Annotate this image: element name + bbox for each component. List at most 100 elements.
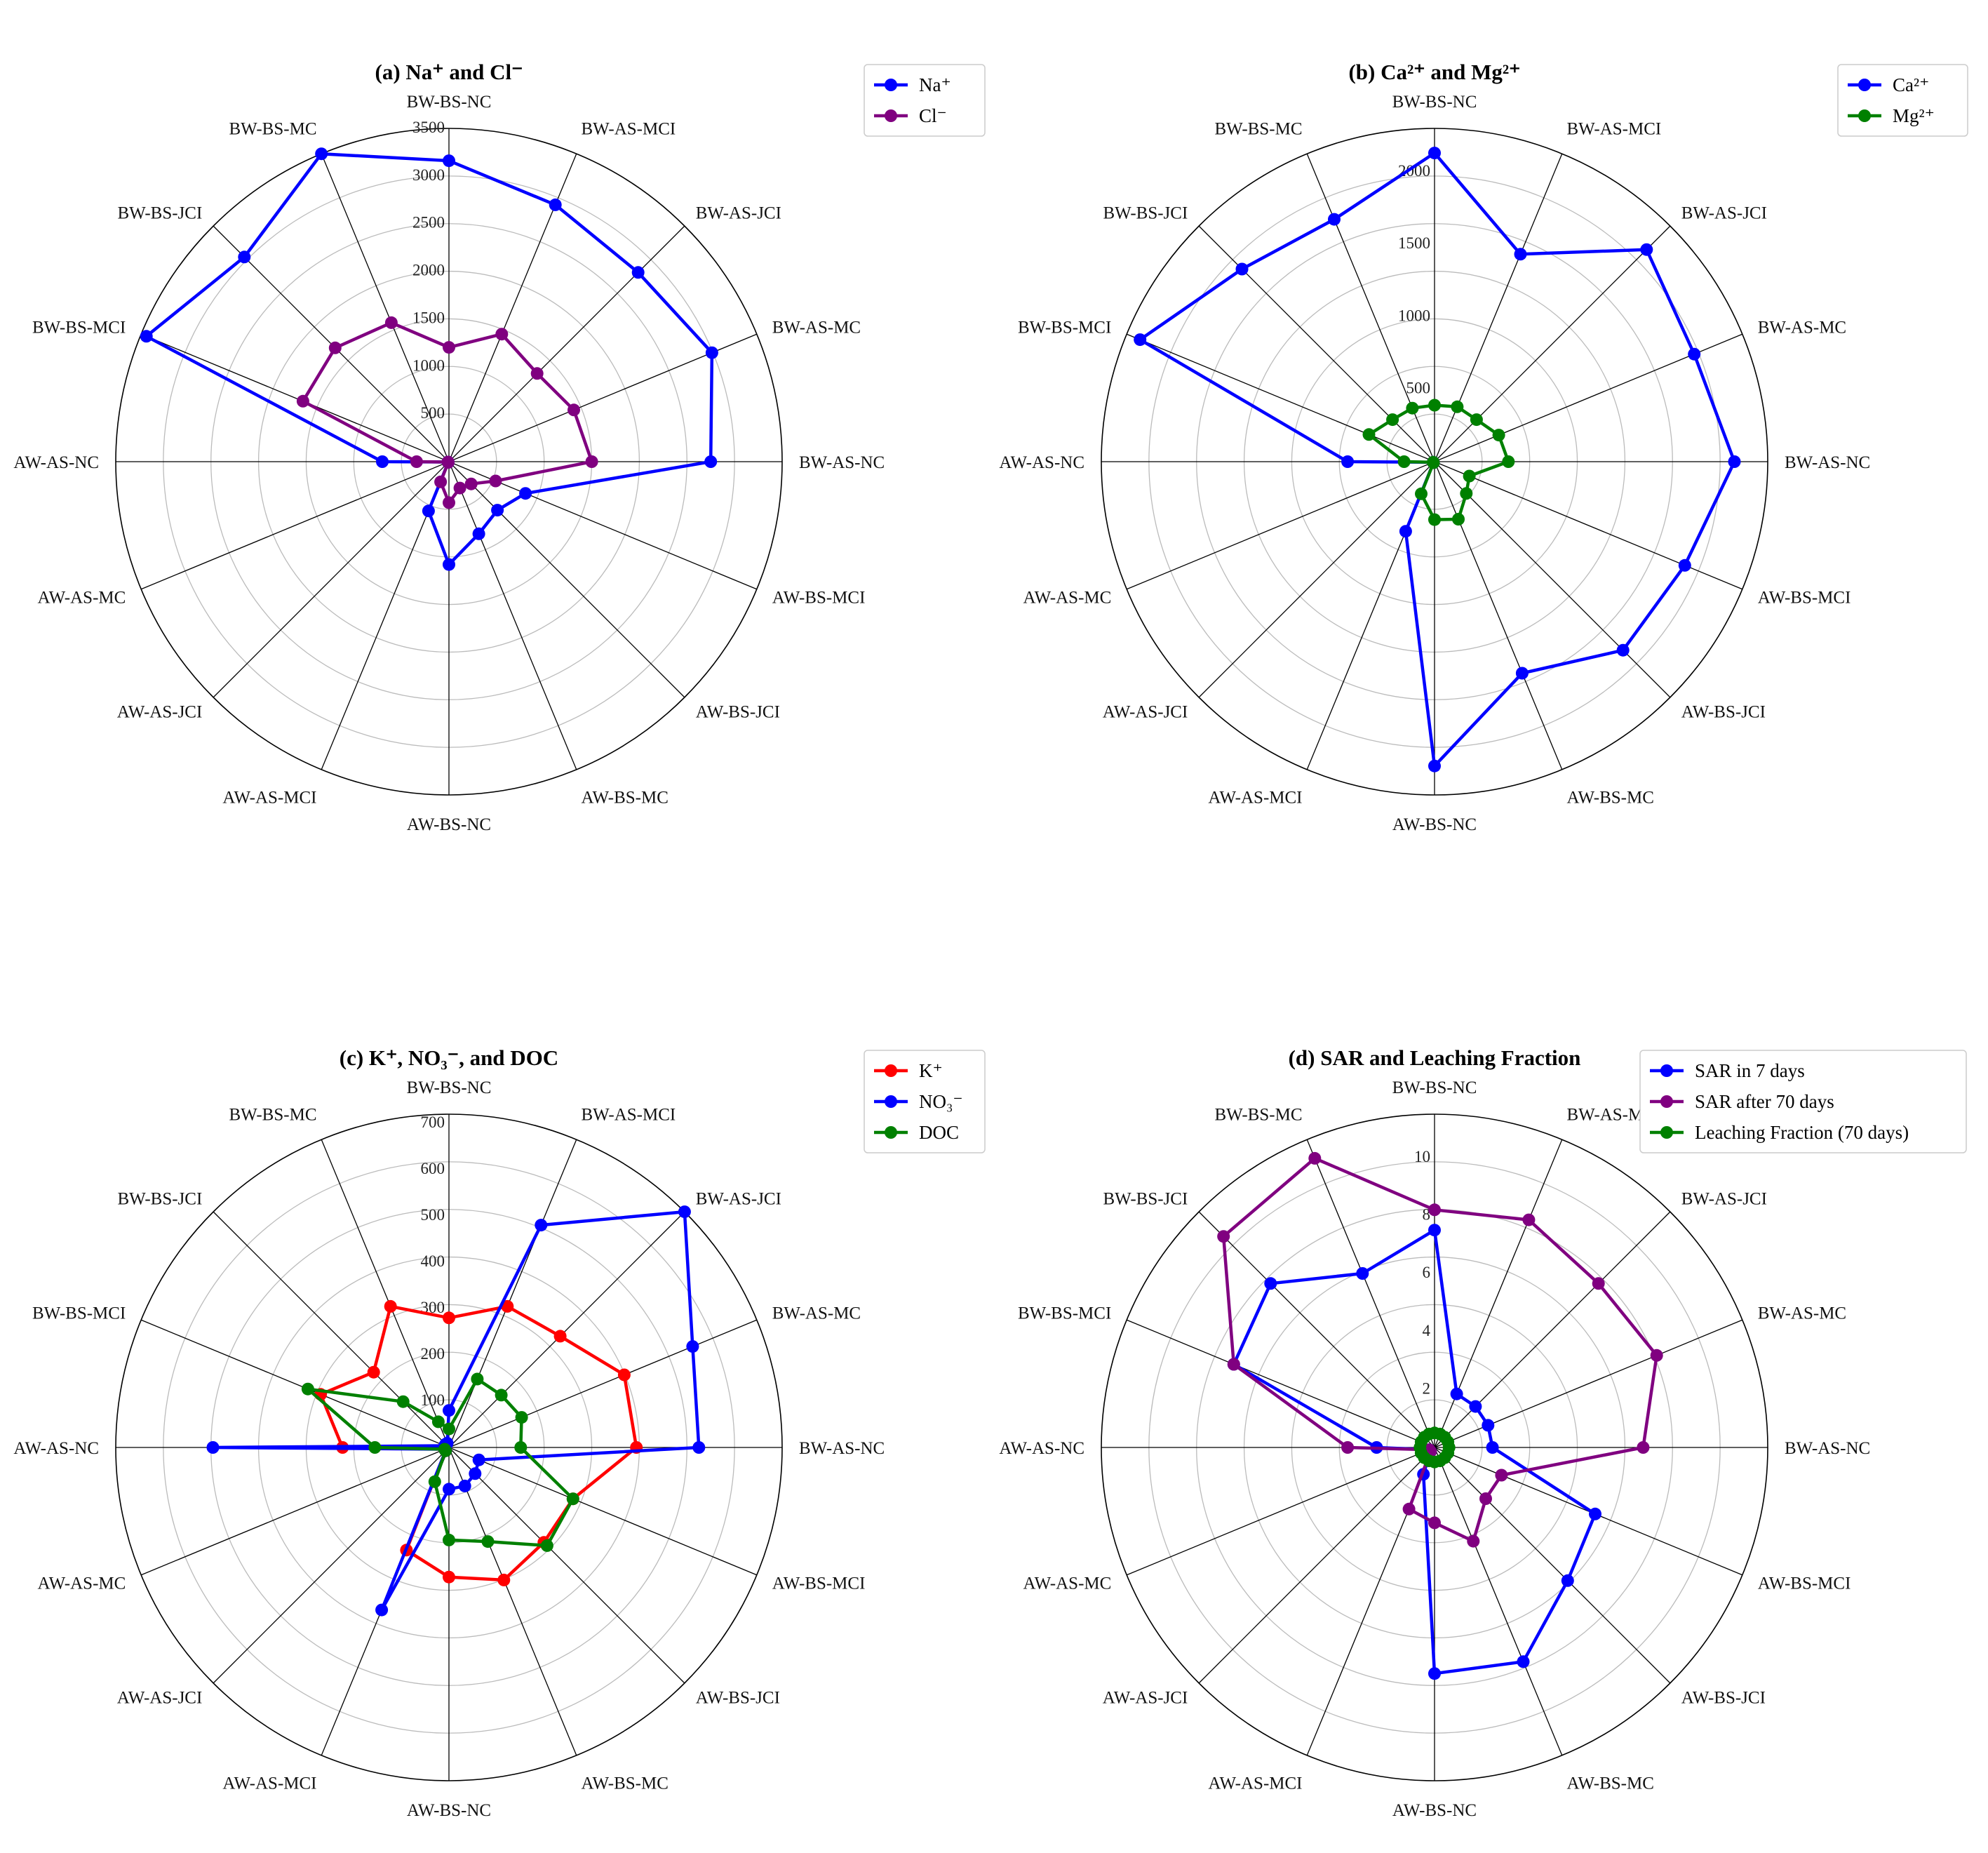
legend-marker (1660, 1126, 1673, 1139)
spoke-line (213, 1211, 450, 1448)
data-point (1362, 428, 1376, 441)
data-point (705, 346, 718, 359)
data-point (1450, 1387, 1463, 1400)
category-label: BW-AS-NC (1785, 453, 1870, 472)
data-point (515, 1411, 528, 1424)
category-label: BW-BS-MCI (1018, 1304, 1111, 1323)
category-label: AW-BS-JCI (696, 703, 780, 722)
panel-title: (b) Ca²⁺ and Mg²⁺ (1348, 60, 1520, 84)
category-label: BW-AS-JCI (696, 1189, 781, 1208)
category-label: BW-AS-MC (772, 1304, 861, 1323)
category-label: AW-AS-MC (38, 589, 126, 608)
data-point (1427, 455, 1440, 469)
category-label: BW-AS-NC (799, 1439, 885, 1458)
radial-tick-label: 1500 (1398, 234, 1430, 252)
data-point (458, 1479, 471, 1492)
category-label: BW-AS-MCI (582, 119, 676, 138)
category-label: AW-AS-JCI (1103, 703, 1188, 722)
legend-label: SAR in 7 days (1695, 1060, 1805, 1081)
data-point (566, 1492, 579, 1506)
spoke-line (140, 1447, 450, 1576)
radial-tick-label: 400 (421, 1252, 445, 1270)
spoke-line (448, 1447, 758, 1576)
data-point (1428, 1203, 1441, 1217)
data-point (1637, 1441, 1650, 1454)
legend-label: Ca²⁺ (1893, 74, 1929, 95)
spoke-line (1434, 1139, 1563, 1448)
data-point (431, 1415, 445, 1429)
data-point (1469, 1400, 1482, 1413)
data-point (1650, 1349, 1663, 1362)
data-point (704, 455, 718, 468)
spoke-line (448, 333, 758, 462)
data-point (540, 1539, 553, 1552)
data-point (1328, 213, 1341, 226)
category-label: AW-AS-MCI (1208, 1774, 1302, 1793)
data-point (443, 1311, 455, 1325)
category-label: AW-BS-NC (407, 815, 491, 834)
data-point (1428, 759, 1441, 772)
category-label: BW-AS-JCI (1681, 1189, 1767, 1208)
category-label: BW-AS-NC (799, 453, 885, 472)
category-label: BW-BS-MCI (1018, 319, 1111, 337)
data-point (472, 1453, 485, 1466)
data-point (535, 1219, 548, 1232)
spoke-line (1434, 225, 1671, 462)
data-point (1264, 1277, 1277, 1290)
legend-label: SAR after 70 days (1695, 1091, 1834, 1112)
data-point (1495, 1469, 1508, 1482)
legend-label: Cl⁻ (919, 105, 947, 126)
data-point (1341, 1441, 1355, 1454)
category-label: AW-AS-JCI (117, 1689, 203, 1708)
panel-title: (d) SAR and Leaching Fraction (1289, 1045, 1581, 1070)
legend-marker (1858, 109, 1871, 122)
data-point (410, 455, 423, 468)
data-point (453, 481, 466, 495)
data-point (1502, 455, 1515, 468)
spoke-line (1198, 461, 1435, 698)
category-label: BW-AS-MC (1758, 319, 1846, 337)
spoke-line (1434, 461, 1743, 590)
radial-tick-label: 200 (421, 1345, 445, 1363)
category-label: AW-BS-NC (1392, 1801, 1477, 1820)
data-point (443, 558, 455, 571)
category-label: BW-AS-MCI (1567, 119, 1662, 138)
spoke-line (1434, 461, 1671, 698)
data-point (1517, 1655, 1530, 1668)
data-point (1399, 525, 1412, 538)
category-label: BW-BS-JCI (117, 203, 202, 222)
category-label: BW-BS-JCI (117, 1189, 202, 1208)
spoke-line (140, 1319, 450, 1448)
data-point (1463, 469, 1476, 483)
category-label: AW-BS-JCI (696, 1689, 780, 1708)
data-point (301, 1382, 314, 1396)
data-point (367, 1365, 380, 1379)
radial-tick-label: 3000 (412, 166, 445, 184)
category-label: BW-BS-NC (1392, 1078, 1477, 1097)
category-label: AW-AS-MC (38, 1574, 126, 1593)
category-label: BW-BS-MCI (32, 1304, 126, 1323)
data-point (692, 1441, 706, 1454)
spoke-line (1434, 1447, 1671, 1684)
data-point (296, 394, 309, 408)
data-point (686, 1340, 699, 1353)
data-point (396, 1395, 410, 1408)
spoke-line (213, 461, 450, 698)
category-label: AW-BS-MC (1567, 1774, 1654, 1793)
series-line (1221, 1156, 1658, 1543)
data-point (1522, 1213, 1536, 1226)
panel-d-radar-chart: 246810BW-BS-NCBW-AS-MCIBW-AS-JCIBW-AS-MC… (999, 1045, 1967, 1820)
data-point (1470, 413, 1483, 427)
spoke-line (448, 461, 577, 770)
legend-marker (885, 1064, 897, 1077)
category-label: AW-AS-MCI (222, 1774, 316, 1793)
data-point (238, 250, 251, 264)
category-label: BW-AS-JCI (696, 203, 781, 222)
category-label: AW-BS-MC (1567, 789, 1654, 808)
data-point (434, 475, 448, 488)
series-line (1232, 1228, 1597, 1675)
data-point (585, 455, 598, 468)
data-point (1640, 243, 1653, 256)
data-point (368, 1441, 382, 1454)
